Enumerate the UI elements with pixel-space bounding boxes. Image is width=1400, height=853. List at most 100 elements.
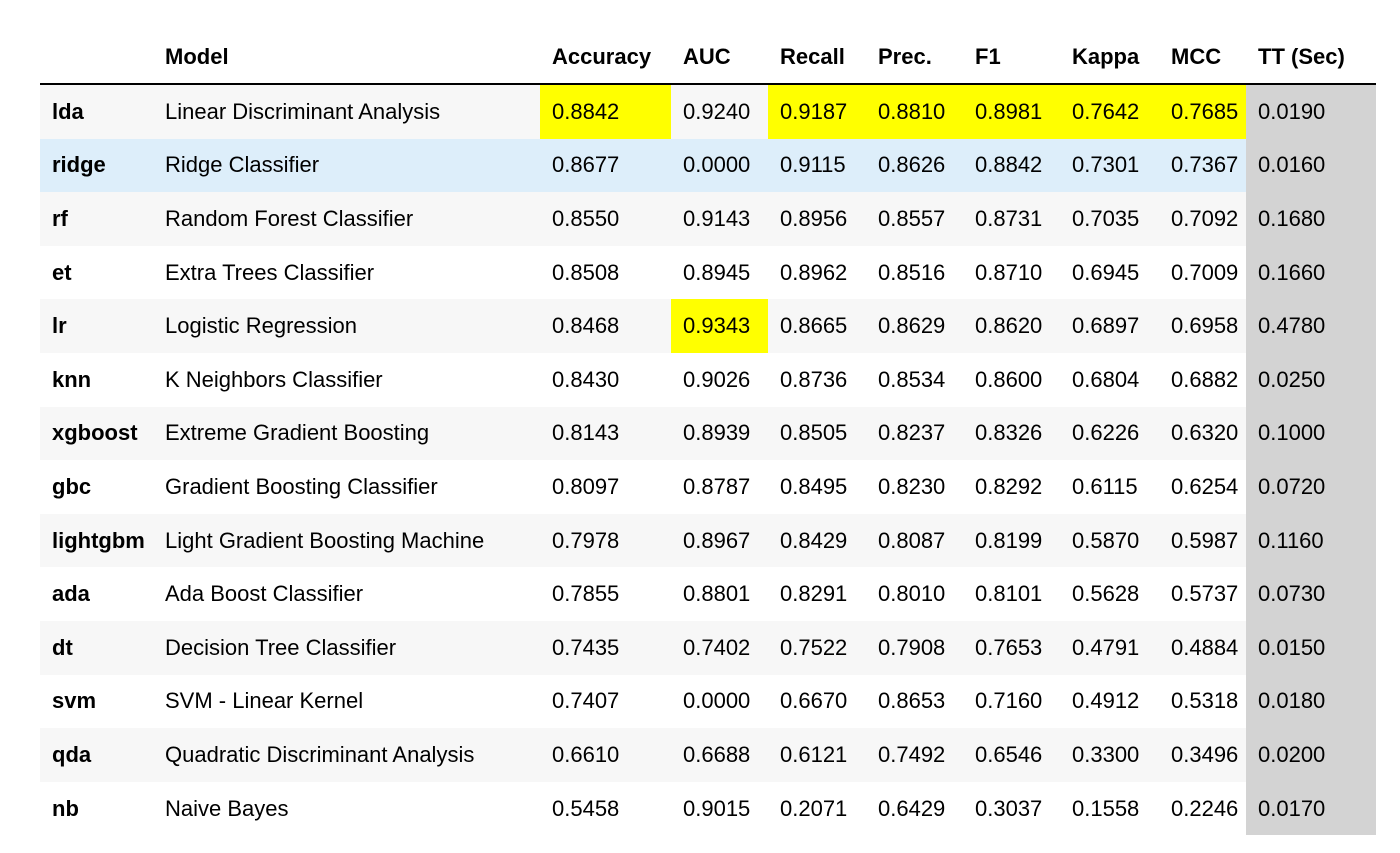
- model-name-cell: Extreme Gradient Boosting: [165, 406, 540, 461]
- table-row[interactable]: et Extra Trees Classifier 0.8508 0.8945 0.89…: [40, 245, 1376, 300]
- mcc-cell: 0.7009: [1171, 259, 1239, 285]
- accuracy-cell: 0.8430: [552, 366, 620, 392]
- tt-cell: 0.0170: [1246, 781, 1376, 836]
- kappa-cell: 0.7035: [1060, 192, 1159, 246]
- table-row[interactable]: ada Ada Boost Classifier 0.7855 0.8801 0.829…: [40, 567, 1376, 621]
- kappa-cell: 0.4791: [1060, 620, 1159, 675]
- table-row[interactable]: rf Random Forest Classifier 0.8550 0.9143 0.…: [40, 192, 1376, 246]
- table-row[interactable]: nb Naive Bayes 0.5458 0.9015 0.2071 0.6429 0.3…: [40, 781, 1376, 836]
- mcc-cell: 0.3496: [1159, 728, 1246, 782]
- table-row[interactable]: lda Linear Discriminant Analysis 0.8842 0.9…: [40, 84, 1376, 139]
- auc-cell: 0.7402: [671, 620, 768, 675]
- recall-cell: 0.8291: [780, 581, 848, 607]
- model-name-cell: Gradient Boosting Classifier: [165, 473, 438, 499]
- prec-best-cell: 0.8810: [866, 84, 963, 139]
- kappa-cell: 0.4912: [1072, 688, 1140, 714]
- f1-cell: 0.8199: [963, 513, 1060, 568]
- auc-cell: 0.8967: [671, 513, 768, 568]
- row-index-label: lr: [40, 299, 165, 353]
- row-index-label: qda: [40, 728, 165, 782]
- header-accuracy[interactable]: Accuracy: [540, 30, 671, 85]
- row-index-label: nb: [52, 795, 79, 821]
- header-mcc[interactable]: MCC: [1159, 30, 1246, 85]
- mcc-cell: 0.6882: [1171, 366, 1239, 392]
- tt-cell: 0.0730: [1246, 567, 1376, 621]
- mcc-cell: 0.6254: [1171, 473, 1239, 499]
- kappa-cell: 0.3300: [1060, 728, 1159, 782]
- header-kappa[interactable]: Kappa: [1060, 30, 1159, 85]
- accuracy-cell: 0.8508: [552, 259, 620, 285]
- recall-cell: 0.8736: [780, 366, 848, 392]
- kappa-cell: 0.7301: [1060, 138, 1159, 193]
- recall-cell: 0.6670: [780, 688, 848, 714]
- mcc-cell: 0.7367: [1159, 138, 1246, 193]
- row-index-label: lightgbm: [40, 513, 165, 568]
- accuracy-best-cell: 0.8842: [540, 84, 671, 139]
- header-f1[interactable]: F1: [963, 30, 1060, 85]
- mcc-best-cell: 0.7685: [1159, 84, 1246, 139]
- recall-cell: 0.7522: [768, 620, 866, 675]
- table-row[interactable]: dt Decision Tree Classifier 0.7435 0.7402 0.…: [40, 620, 1376, 675]
- mcc-cell: 0.5318: [1171, 688, 1239, 714]
- kappa-cell: 0.6945: [1072, 259, 1140, 285]
- row-index-label: ridge: [40, 138, 165, 193]
- f1-cell: 0.8600: [975, 366, 1043, 392]
- recall-cell: 0.2071: [780, 795, 848, 821]
- mcc-cell: 0.5737: [1171, 581, 1239, 607]
- accuracy-cell: 0.5458: [552, 795, 620, 821]
- header-tt-sec[interactable]: TT (Sec): [1246, 30, 1376, 85]
- header-auc[interactable]: AUC: [671, 30, 768, 85]
- recall-cell: 0.8962: [780, 259, 848, 285]
- auc-cell: 0.9015: [683, 795, 751, 821]
- model-name-cell: K Neighbors Classifier: [165, 366, 383, 392]
- kappa-cell: 0.6897: [1060, 299, 1159, 353]
- row-index-label: rf: [40, 192, 165, 246]
- table-row[interactable]: ridge Ridge Classifier 0.8677 0.0000 0.9115 0…: [40, 138, 1376, 193]
- auc-best-cell: 0.9343: [671, 299, 768, 353]
- f1-cell: 0.7160: [975, 688, 1043, 714]
- header-recall[interactable]: Recall: [768, 30, 866, 85]
- f1-cell: 0.8731: [963, 192, 1060, 246]
- prec-cell: 0.8626: [866, 138, 963, 193]
- auc-cell: 0.9026: [683, 366, 751, 392]
- row-index-label: xgboost: [40, 406, 165, 461]
- f1-best-cell: 0.8981: [963, 84, 1060, 139]
- header-model[interactable]: Model: [165, 30, 540, 85]
- table-row[interactable]: gbc Gradient Boosting Classifier 0.8097 0.8…: [40, 460, 1376, 514]
- table-row[interactable]: lightgbm Light Gradient Boosting Machine 0…: [40, 513, 1376, 568]
- model-name-cell: Logistic Regression: [165, 299, 540, 353]
- table-row[interactable]: svm SVM - Linear Kernel 0.7407 0.0000 0.6670…: [40, 674, 1376, 729]
- prec-cell: 0.8557: [866, 192, 963, 246]
- f1-cell: 0.8326: [963, 406, 1060, 461]
- mcc-cell: 0.5987: [1159, 513, 1246, 568]
- model-name-cell: Extra Trees Classifier: [165, 259, 375, 285]
- row-index-label: lda: [40, 84, 165, 139]
- header-index[interactable]: [40, 30, 165, 85]
- mcc-cell: 0.2246: [1171, 795, 1239, 821]
- table-row[interactable]: knn K Neighbors Classifier 0.8430 0.9026 0.8…: [40, 352, 1376, 407]
- auc-cell: 0.0000: [671, 138, 768, 193]
- mcc-cell: 0.6958: [1159, 299, 1246, 353]
- header-prec[interactable]: Prec.: [866, 30, 963, 85]
- recall-best-cell: 0.9187: [768, 84, 866, 139]
- prec-cell: 0.8087: [866, 513, 963, 568]
- prec-cell: 0.6429: [878, 795, 946, 821]
- table-row[interactable]: lr Logistic Regression 0.8468 0.9343 0.8665 0…: [40, 299, 1376, 353]
- recall-cell: 0.8429: [768, 513, 866, 568]
- prec-cell: 0.7492: [866, 728, 963, 782]
- tt-cell: 0.0720: [1246, 460, 1376, 514]
- recall-cell: 0.8665: [768, 299, 866, 353]
- auc-cell: 0.9143: [671, 192, 768, 246]
- tt-cell: 0.1000: [1246, 406, 1376, 461]
- table-row[interactable]: qda Quadratic Discriminant Analysis 0.6610…: [40, 728, 1376, 782]
- kappa-cell: 0.5870: [1060, 513, 1159, 568]
- tt-cell: 0.0200: [1246, 728, 1376, 782]
- model-name-cell: Random Forest Classifier: [165, 192, 540, 246]
- recall-cell: 0.6121: [768, 728, 866, 782]
- table-row[interactable]: xgboost Extreme Gradient Boosting 0.8143 0.…: [40, 406, 1376, 461]
- f1-cell: 0.3037: [975, 795, 1043, 821]
- tt-cell: 0.0250: [1246, 352, 1376, 407]
- accuracy-cell: 0.8677: [540, 138, 671, 193]
- f1-cell: 0.6546: [963, 728, 1060, 782]
- mcc-cell: 0.6320: [1159, 406, 1246, 461]
